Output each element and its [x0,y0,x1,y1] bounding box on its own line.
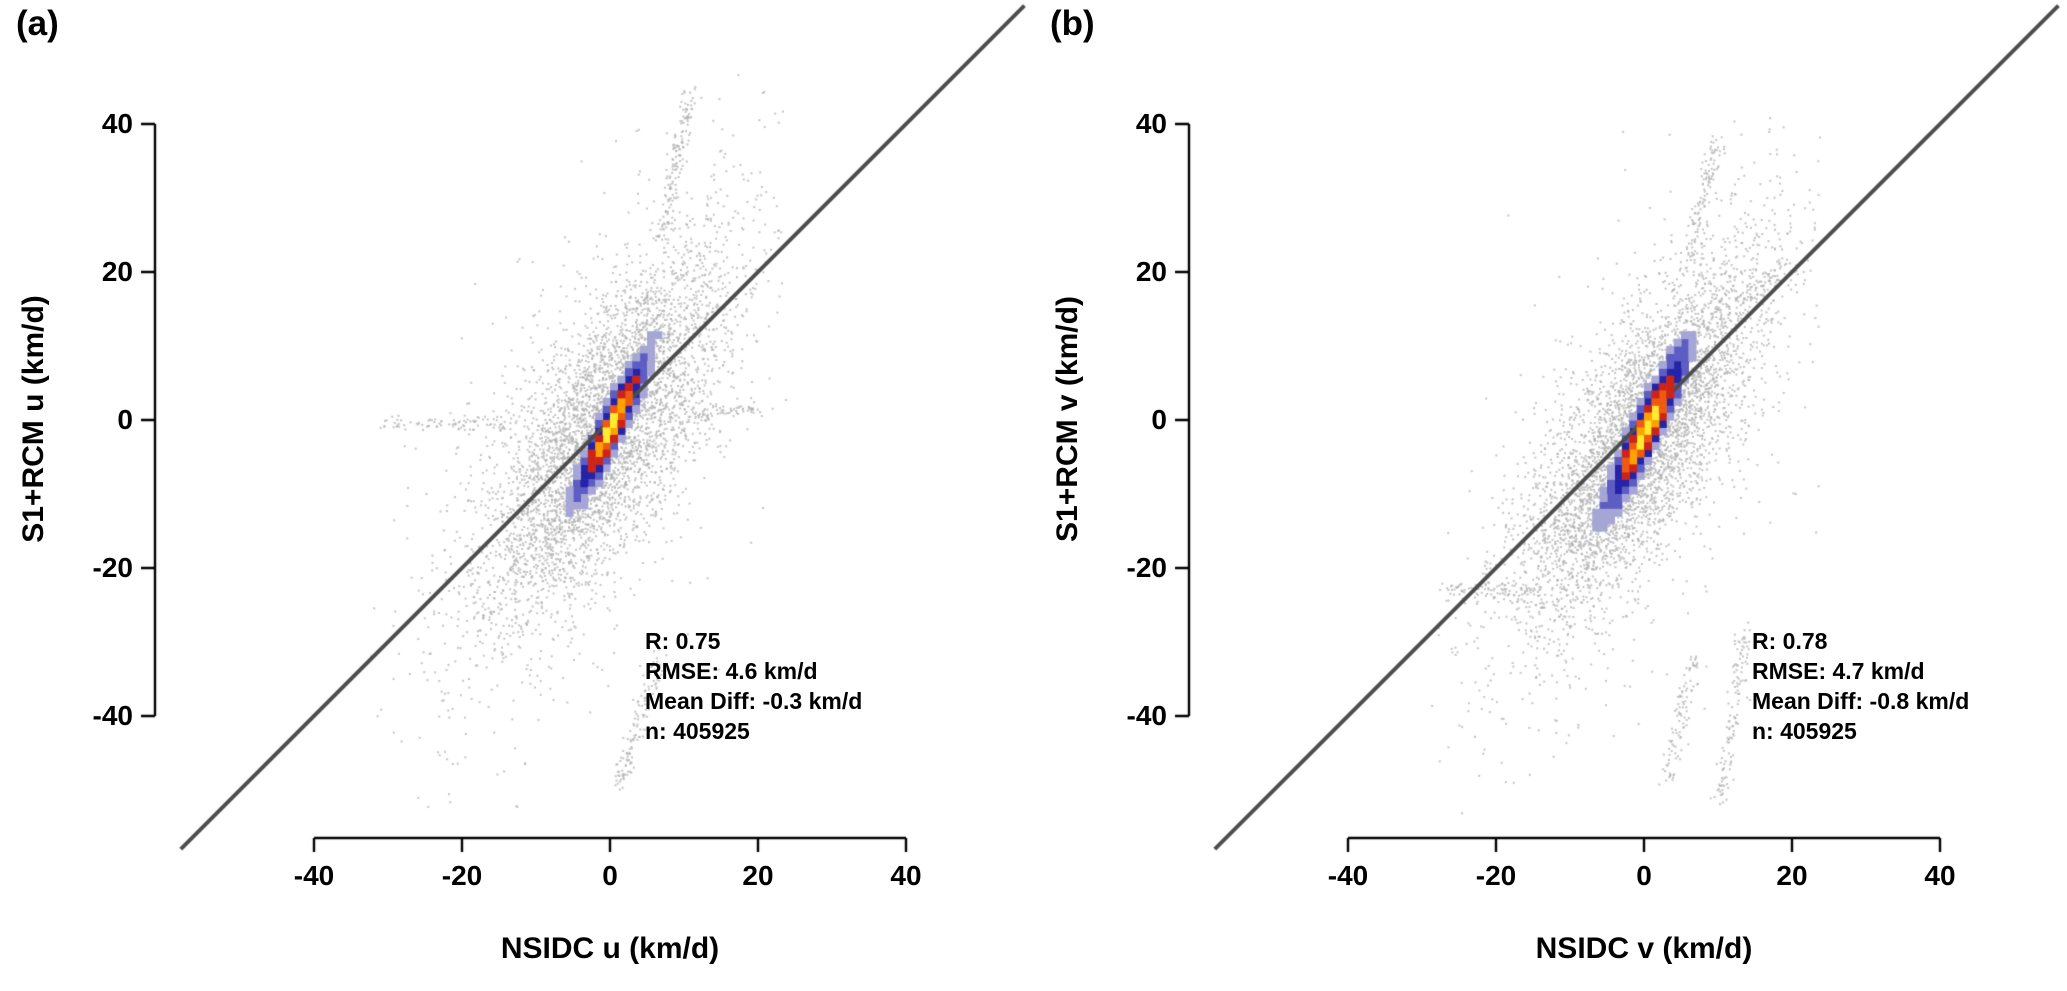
y-tick-label: -40 [92,700,133,731]
stat-line-rmse: RMSE: 4.6 km/d [645,658,818,684]
x-tick-label: -40 [293,860,335,891]
x-tick-label: -20 [441,860,483,891]
x-axis-title: NSIDC v (km/d) [1535,932,1753,965]
y-tick-label: -20 [92,552,133,583]
stat-line-n: n: 405925 [1752,718,1857,744]
x-tick-label: -20 [1475,860,1517,891]
stat-line-r: R: 0.75 [645,628,721,654]
panel-b: (b) S1+RCM v (km/d) NSIDC v (km/d) -40 -2… [1034,0,2067,991]
x-tick-label: 20 [1776,860,1808,891]
density-scatter-canvas [1034,0,2067,991]
y-tick-label: 0 [1151,404,1167,435]
x-tick-label: 40 [890,860,922,891]
y-tick-label: -20 [1126,552,1167,583]
x-tick-label: -40 [1327,860,1369,891]
y-tick-label: 20 [1135,256,1167,287]
x-tick-label: 0 [1636,860,1652,891]
y-tick-label: 40 [1135,108,1167,139]
stat-line-r: R: 0.78 [1752,628,1828,654]
panel-a: (a) S1+RCM u (km/d) NSIDC u (km/d) -40 -2… [0,0,1033,991]
stat-line-n: n: 405925 [645,718,750,744]
panel-label: (b) [1050,4,1095,43]
density-scatter-canvas [0,0,1033,991]
y-tick-label: 40 [101,108,133,139]
x-tick-label: 40 [1924,860,1956,891]
panel-label: (a) [16,4,59,43]
x-axis-title: NSIDC u (km/d) [500,932,720,965]
y-tick-label: -40 [1126,700,1167,731]
x-tick-label: 20 [742,860,774,891]
y-tick-label: 0 [117,404,133,435]
y-tick-label: 20 [101,256,133,287]
stat-line-meandiff: Mean Diff: -0.8 km/d [1752,688,1970,714]
x-tick-label: 0 [602,860,618,891]
stat-line-meandiff: Mean Diff: -0.3 km/d [645,688,863,714]
stat-line-rmse: RMSE: 4.7 km/d [1752,658,1925,684]
stats-annotation: R: 0.78 RMSE: 4.7 km/d Mean Diff: -0.8 k… [1752,626,1969,746]
stats-annotation: R: 0.75 RMSE: 4.6 km/d Mean Diff: -0.3 k… [645,626,862,746]
